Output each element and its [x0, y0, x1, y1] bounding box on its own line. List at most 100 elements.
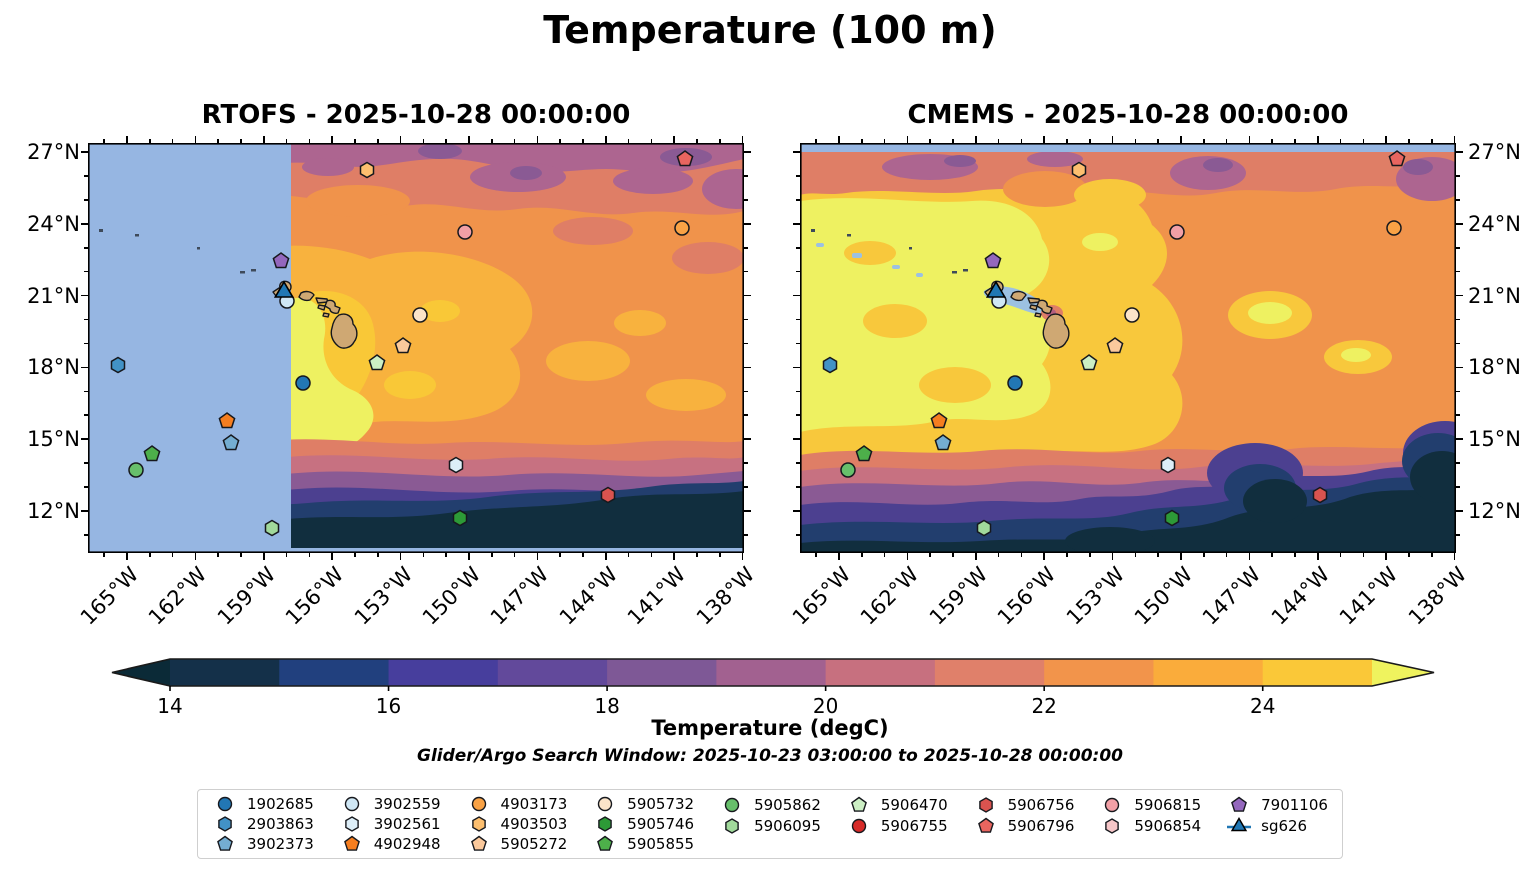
axis-tick [194, 136, 197, 143]
legend-label: 5906755 [880, 816, 948, 835]
legend-column: 1902685 2903863 3902373 [212, 794, 314, 854]
axis-tick [796, 342, 800, 345]
legend-marker-hexagon-icon [978, 796, 993, 813]
x-tick-label: 144°W [1266, 562, 1335, 630]
axis-tick [331, 136, 333, 143]
y-tick-label-right: 18°N [1468, 355, 1521, 380]
legend-entry-5906095: 5906095 [719, 815, 821, 836]
axis-tick [1456, 175, 1460, 177]
axis-tick [1408, 553, 1410, 557]
legend-label: 3902559 [373, 795, 441, 813]
axis-tick [1089, 139, 1091, 143]
marker-sg626 [985, 280, 1007, 298]
axis-tick [719, 553, 721, 557]
axis-tick [744, 222, 751, 225]
legend-marker-pentagon-icon [977, 817, 994, 833]
legend-entry-5906755: 5906755 [846, 815, 948, 836]
axis-tick [744, 534, 748, 536]
axis-tick [331, 553, 333, 560]
axis-tick [84, 270, 88, 273]
axis-tick [1456, 246, 1460, 249]
legend-entry-5905746: 5905746 [592, 814, 694, 834]
legend-label: 5906756 [1007, 795, 1075, 814]
axis-tick [1385, 553, 1387, 560]
axis-tick [1248, 553, 1251, 560]
marker-3902373 [934, 434, 952, 451]
axis-tick [468, 136, 470, 143]
legend-entry-5906756: 5906756 [973, 794, 1075, 815]
cmems-contour-map [800, 143, 1456, 553]
axis-tick [796, 486, 800, 488]
axis-tick [1456, 342, 1460, 345]
axis-tick [906, 136, 909, 143]
figure-title: Temperature (100 m) [543, 8, 997, 52]
marker-4902948 [930, 412, 948, 429]
axis-tick [1157, 139, 1159, 143]
axis-tick [1456, 462, 1460, 464]
axis-tick [536, 553, 539, 560]
legend-label: 5905862 [754, 795, 821, 814]
axis-tick [1456, 390, 1460, 393]
axis-tick [793, 151, 800, 153]
axis-tick [1203, 553, 1205, 557]
legend-label: 3902373 [247, 835, 314, 853]
legend-marker-hexagon-icon [1105, 817, 1120, 834]
legend-label: 5906796 [1007, 816, 1075, 835]
y-tick-label-left: 21°N [27, 283, 80, 308]
axis-tick [84, 462, 88, 464]
axis-tick [793, 366, 800, 369]
marker-5905855 [143, 445, 161, 462]
y-tick-label-left: 18°N [27, 355, 80, 380]
legend-column: 3902559 3902561 4902948 [339, 794, 441, 854]
marker-5906095 [976, 519, 992, 537]
x-tick-label: 147°W [1198, 562, 1266, 630]
axis-tick [377, 139, 379, 143]
legend-column: 5906815 5906854 [1099, 794, 1201, 854]
legend-label: 5906815 [1134, 795, 1202, 814]
axis-tick [793, 294, 800, 297]
axis-tick [399, 553, 402, 560]
marker-5906095 [264, 519, 280, 537]
axis-tick [1089, 553, 1091, 557]
axis-tick [744, 510, 751, 512]
axis-tick [103, 139, 105, 143]
marker-3902561 [1160, 456, 1176, 474]
axis-tick [796, 246, 800, 249]
axis-tick [744, 390, 748, 393]
axis-tick [84, 342, 88, 345]
x-tick-label: 159°W [212, 562, 281, 630]
y-tick-label-right: 24°N [1468, 211, 1521, 236]
x-tick-label: 153°W [349, 562, 417, 630]
legend-column: 4903173 4903503 5905272 [466, 794, 568, 854]
axis-tick [354, 139, 356, 143]
marker-4902948 [218, 412, 236, 429]
axis-tick [796, 534, 800, 536]
marker-3902373 [222, 434, 240, 451]
axis-tick [627, 553, 630, 557]
legend-label: 5906470 [880, 795, 948, 814]
axis-tick [929, 553, 931, 557]
legend-marker-circle-icon [471, 796, 486, 812]
x-tick-label: 141°W [623, 562, 691, 630]
marker-4903173 [1386, 220, 1402, 236]
axis-tick [1203, 139, 1205, 143]
axis-tick [627, 139, 630, 143]
axis-tick [605, 136, 607, 143]
axis-tick [445, 139, 447, 143]
legend-label: 4903173 [500, 795, 568, 813]
axis-tick [796, 462, 800, 464]
axis-tick [1248, 136, 1251, 143]
axis-tick [1020, 139, 1023, 143]
axis-tick [744, 486, 748, 488]
axis-tick [1066, 139, 1068, 143]
marker-7901106 [984, 252, 1002, 269]
axis-tick [744, 366, 751, 369]
axis-tick [793, 510, 800, 512]
axis-tick [1020, 553, 1023, 557]
axis-tick [861, 553, 863, 557]
axis-tick [744, 438, 751, 440]
axis-tick [559, 553, 561, 557]
axis-tick [1294, 139, 1296, 143]
y-tick-label-left: 15°N [27, 427, 80, 452]
search-window-subtitle: Glider/Argo Search Window: 2025-10-23 03… [417, 746, 1123, 766]
